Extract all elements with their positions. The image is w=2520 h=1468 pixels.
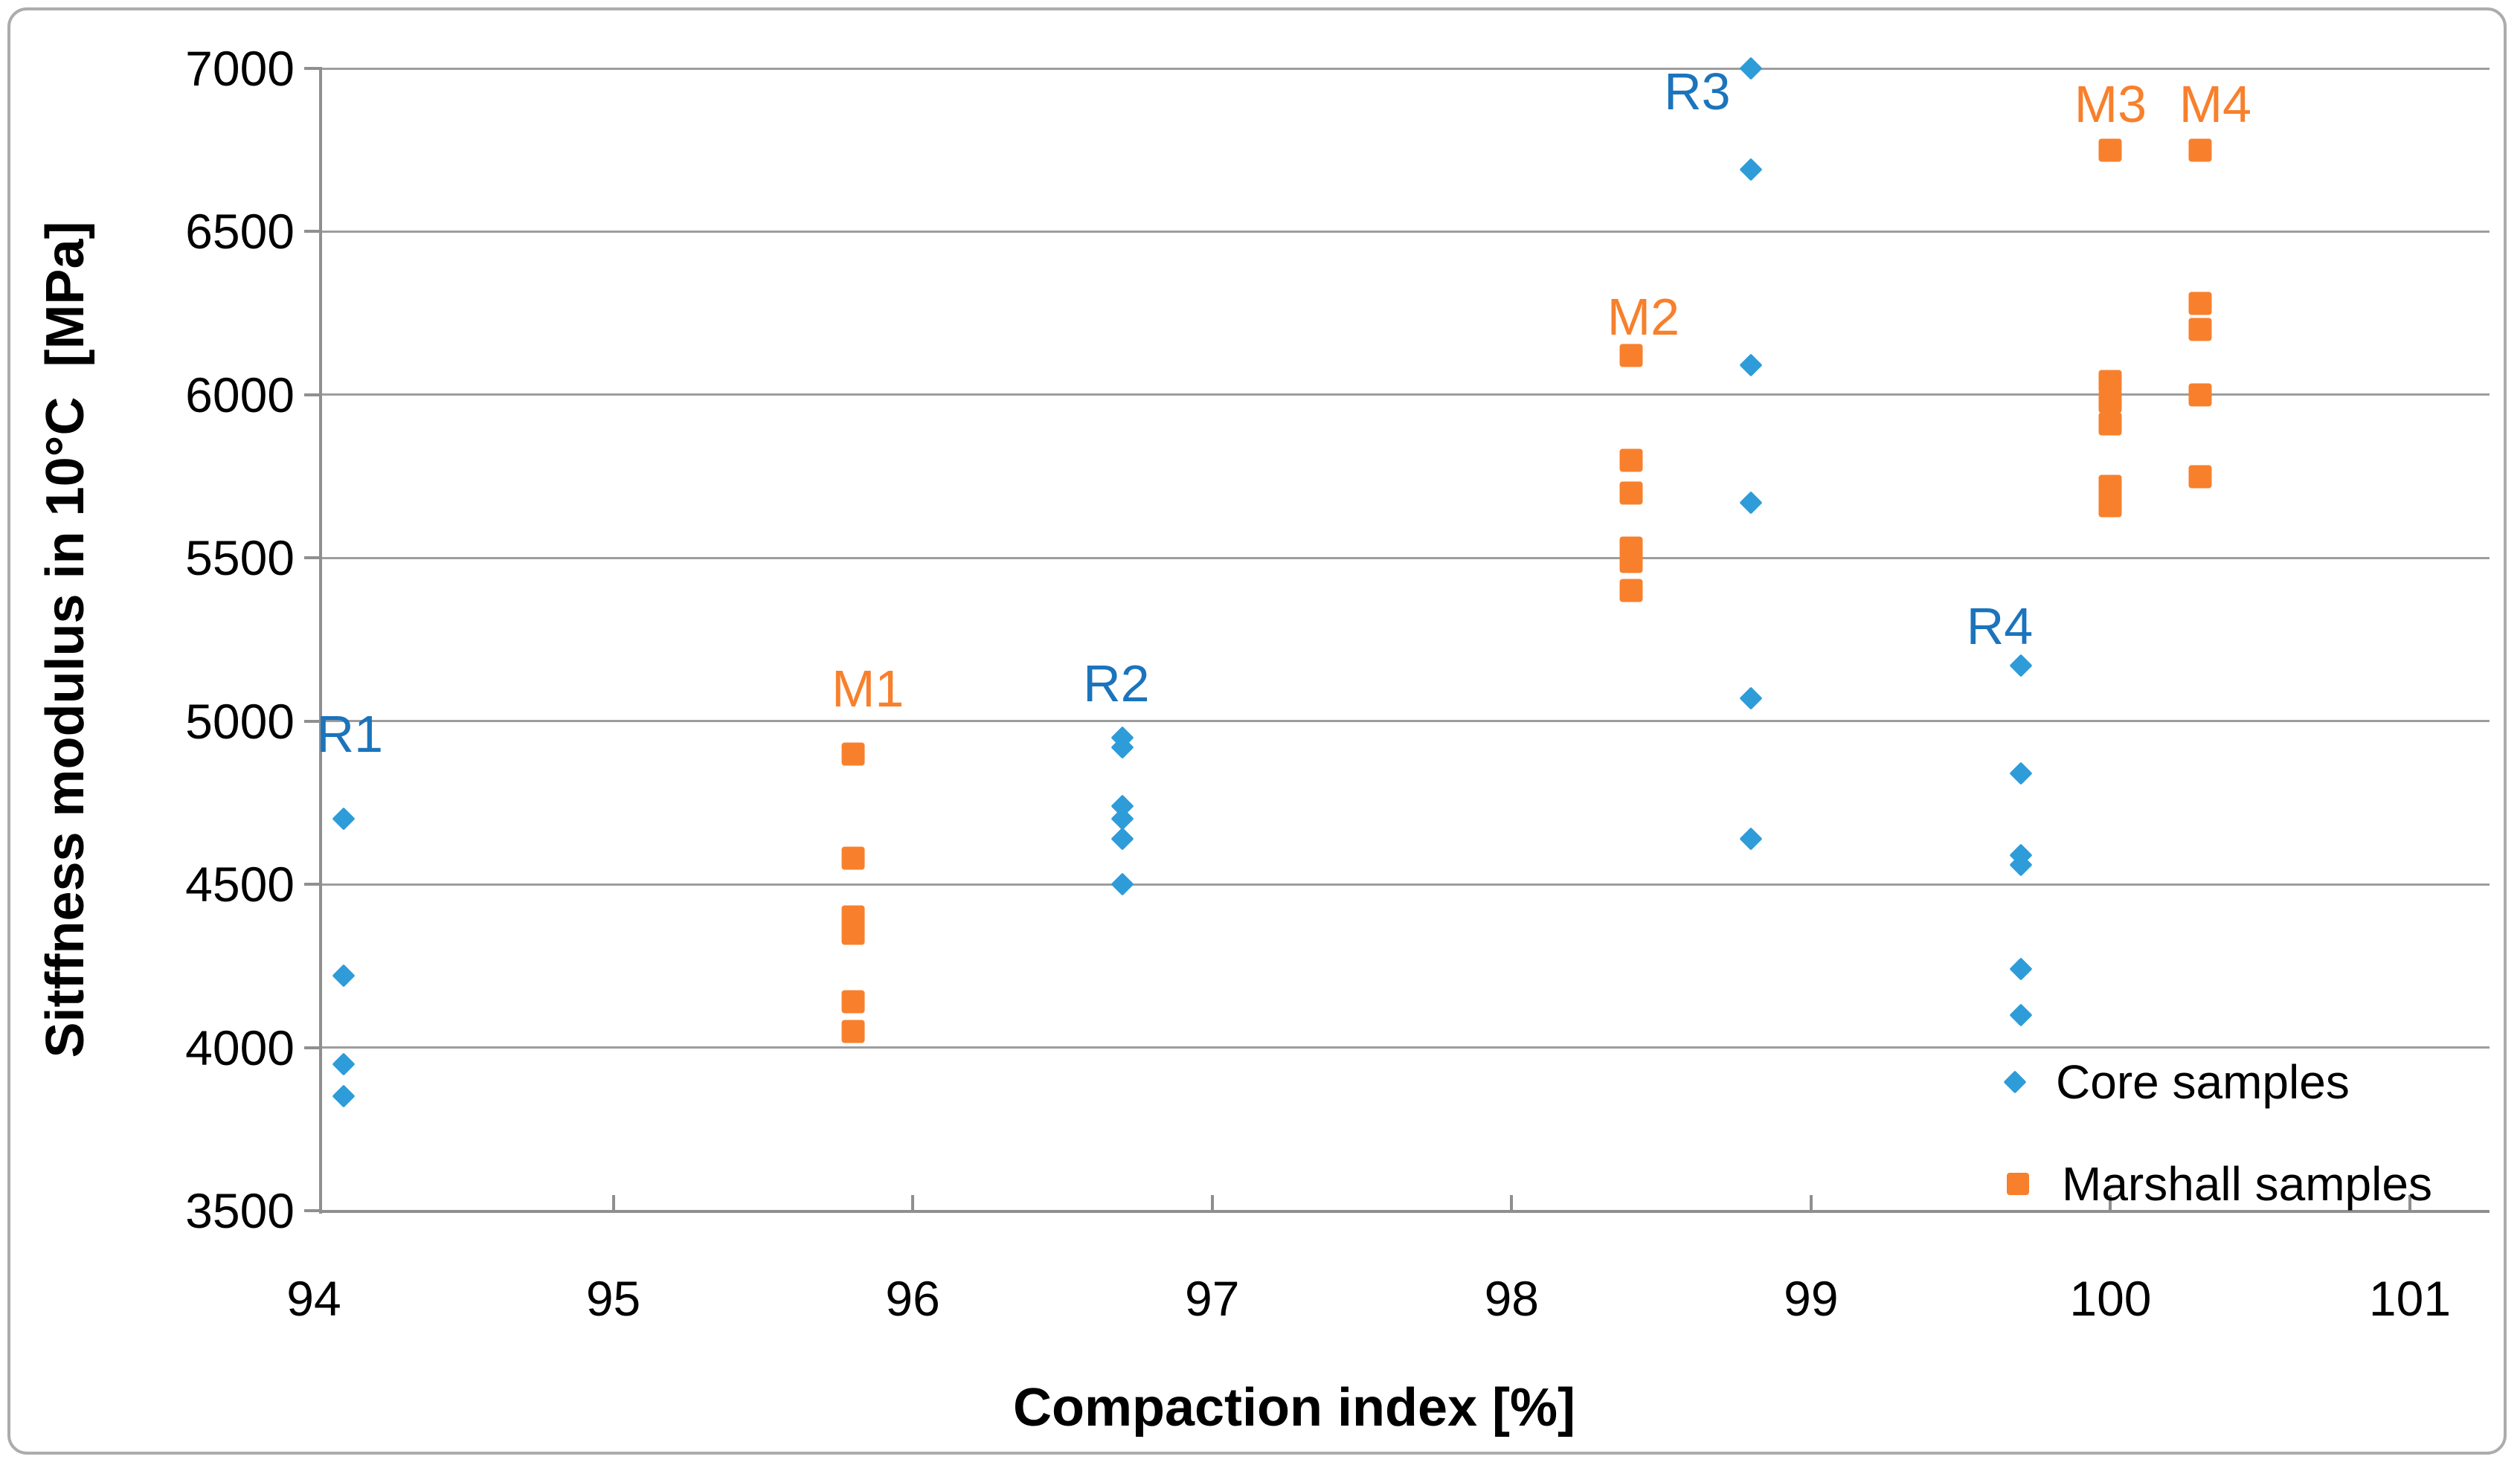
y-axis-tick-7000	[304, 67, 321, 70]
x-tick-label-94: 94	[286, 1271, 341, 1326]
x-axis-tick-97	[1210, 1195, 1214, 1210]
cluster-label-R4: R4	[1966, 597, 2034, 656]
y-axis-tick-3500	[304, 1209, 321, 1212]
x-axis-tick-101	[2408, 1195, 2411, 1210]
data-point-M4-2[interactable]	[2188, 318, 2212, 341]
data-point-M3-0[interactable]	[2098, 138, 2122, 162]
gridline-y-7000	[321, 67, 2490, 70]
y-axis-title: Sitffness modulus in 10°C [MPa]	[36, 221, 95, 1058]
x-tick-label-98: 98	[1484, 1271, 1539, 1326]
y-axis-tick-4000	[304, 1046, 321, 1049]
chart-border	[7, 7, 2507, 1455]
cluster-label-R2: R2	[1083, 654, 1150, 713]
data-point-M4-3[interactable]	[2188, 383, 2212, 407]
x-tick-label-95: 95	[585, 1271, 641, 1326]
data-point-M4-0[interactable]	[2188, 138, 2212, 162]
x-axis-tick-96	[911, 1195, 915, 1210]
legend-label-core-samples: Core samples	[2056, 1055, 2350, 1109]
x-tick-label-96: 96	[885, 1271, 940, 1326]
x-tick-label-99: 99	[1784, 1271, 1839, 1326]
y-axis-tick-5000	[304, 719, 321, 723]
y-tick-label-5500: 5500	[185, 530, 295, 586]
data-point-M4-4[interactable]	[2188, 465, 2212, 489]
x-axis-line	[319, 1210, 2490, 1213]
gridline-y-5000	[321, 720, 2490, 723]
y-tick-label-5000: 5000	[185, 693, 295, 749]
data-point-M2-5[interactable]	[1619, 579, 1643, 602]
x-axis-tick-98	[1510, 1195, 1514, 1210]
gridline-y-6500	[321, 230, 2490, 233]
legend-label-marshall-samples: Marshall samples	[2062, 1157, 2432, 1211]
data-point-M3-3[interactable]	[2098, 412, 2122, 436]
gridline-y-6000	[321, 393, 2490, 396]
marshall-samples-square-icon	[2007, 1173, 2029, 1195]
data-point-M4-1[interactable]	[2188, 292, 2212, 315]
data-point-M3-1[interactable]	[2098, 370, 2122, 393]
core-samples-diamond-icon	[2003, 1070, 2027, 1094]
data-point-M1-1[interactable]	[841, 846, 865, 870]
data-point-M2-1[interactable]	[1619, 448, 1643, 472]
data-point-M1-4[interactable]	[841, 990, 865, 1014]
y-axis-tick-6000	[304, 393, 321, 396]
x-axis-title: Compaction index [%]	[1012, 1378, 1576, 1438]
gridline-y-4000	[321, 1046, 2490, 1049]
y-tick-label-4000: 4000	[185, 1020, 295, 1075]
data-point-M1-5[interactable]	[841, 1020, 865, 1043]
x-axis-tick-99	[1809, 1195, 1813, 1210]
data-point-M2-4[interactable]	[1619, 550, 1643, 573]
y-axis-tick-5500	[304, 556, 321, 560]
x-axis-tick-95	[611, 1195, 615, 1210]
x-tick-label-101: 101	[2368, 1271, 2452, 1326]
data-point-M1-0[interactable]	[841, 742, 865, 766]
y-tick-label-4500: 4500	[185, 857, 295, 912]
cluster-label-M2: M2	[1607, 287, 1680, 346]
data-point-M1-3[interactable]	[841, 921, 865, 945]
legend-item-core-samples[interactable]: Core samples	[2003, 1055, 2350, 1109]
x-tick-label-97: 97	[1184, 1271, 1240, 1326]
data-point-M3-5[interactable]	[2098, 494, 2122, 518]
cluster-label-M1: M1	[832, 659, 904, 718]
x-tick-label-100: 100	[2069, 1271, 2152, 1326]
data-point-M2-0[interactable]	[1619, 344, 1643, 367]
data-point-M3-2[interactable]	[2098, 390, 2122, 413]
data-point-M3-4[interactable]	[2098, 474, 2122, 498]
gridline-y-4500	[321, 883, 2490, 886]
cluster-label-M3: M3	[2074, 75, 2147, 134]
x-axis-tick-100	[2109, 1195, 2112, 1210]
y-axis-line	[319, 67, 322, 1214]
y-axis-tick-4500	[304, 883, 321, 886]
y-tick-label-6500: 6500	[185, 204, 295, 260]
cluster-label-M4: M4	[2179, 75, 2251, 134]
cluster-label-R3: R3	[1664, 62, 1731, 120]
y-tick-label-3500: 3500	[185, 1183, 295, 1238]
y-tick-label-7000: 7000	[185, 41, 295, 96]
y-axis-tick-6500	[304, 230, 321, 234]
data-point-M2-2[interactable]	[1619, 481, 1643, 504]
y-tick-label-6000: 6000	[185, 367, 295, 422]
gridline-y-5500	[321, 556, 2490, 559]
cluster-label-R1: R1	[316, 705, 384, 764]
legend-item-marshall-samples[interactable]: Marshall samples	[2007, 1160, 2432, 1208]
